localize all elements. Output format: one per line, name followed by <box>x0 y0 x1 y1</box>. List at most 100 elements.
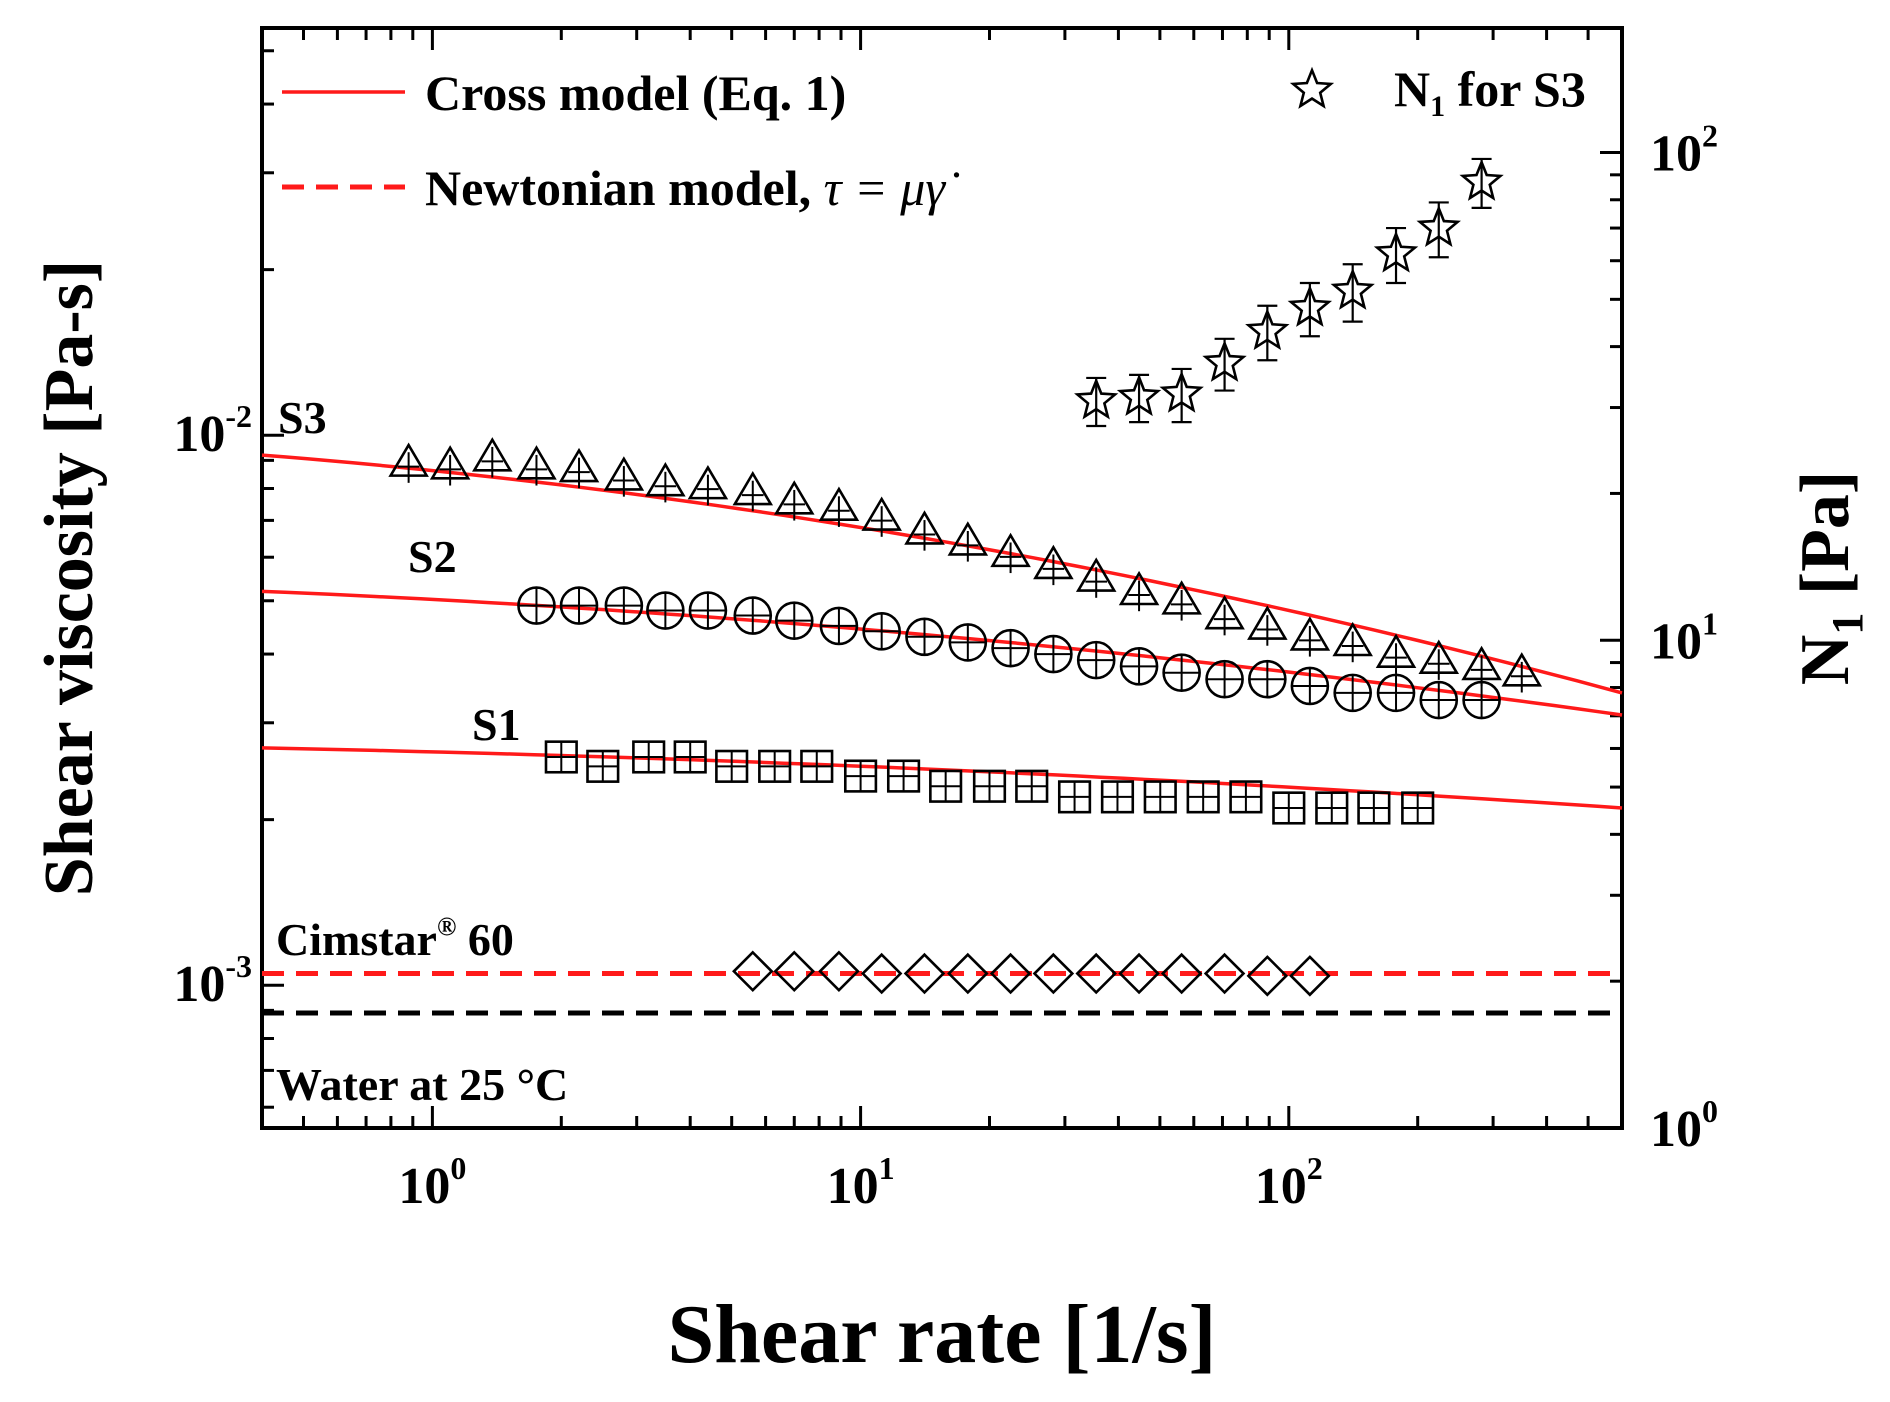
x-tick-label-base: 10 <box>827 1158 879 1215</box>
data-point <box>603 456 645 497</box>
n1-point <box>1373 230 1419 273</box>
legend-n1-sub: 1 <box>1430 90 1445 123</box>
data-point <box>517 586 556 625</box>
legend-cross-label: Cross model (Eq. 1) <box>425 65 846 121</box>
data-point <box>732 950 774 993</box>
data-point <box>646 591 685 630</box>
data-point <box>1075 557 1117 598</box>
data-point <box>989 952 1032 995</box>
star-marker <box>1074 377 1119 420</box>
x-tick-label-exp: 0 <box>450 1150 466 1186</box>
plot-frame <box>260 26 1624 1130</box>
data-point <box>1315 791 1349 825</box>
data-point <box>947 521 989 562</box>
n1-point <box>1330 267 1375 310</box>
data-point <box>632 740 666 774</box>
diamond-marker <box>1032 952 1075 995</box>
n1-point <box>1245 307 1290 351</box>
diamond-marker <box>818 950 860 993</box>
data-point <box>516 445 557 486</box>
legend-n1-star <box>1289 66 1335 109</box>
annotation-water: Water at 25 °C <box>276 1059 568 1110</box>
data-point <box>544 740 578 774</box>
diamond-marker <box>903 952 946 995</box>
data-point <box>1247 605 1288 646</box>
data-point <box>1119 647 1159 686</box>
data-point <box>1501 652 1543 693</box>
data-point <box>947 952 989 995</box>
data-point <box>905 617 944 657</box>
star-marker <box>1159 370 1204 413</box>
data-point <box>1075 952 1117 995</box>
y-tick-label-exp: -2 <box>225 398 252 434</box>
data-point <box>862 612 901 651</box>
data-point <box>1418 639 1460 680</box>
data-point <box>1248 659 1287 699</box>
data-point <box>1160 952 1203 995</box>
chart-labels: Shear viscosity [Pa-s] Shear rate [1/s] … <box>31 61 1872 1381</box>
diamond-marker <box>1203 952 1246 995</box>
data-point <box>1333 673 1372 713</box>
data-point <box>1118 952 1160 995</box>
data-point <box>1162 653 1201 692</box>
diamond-marker <box>1160 952 1203 995</box>
y2-axis-title-main: N <box>1787 635 1864 686</box>
legend-n1-label: N1 for S3 <box>1394 61 1586 123</box>
diamond-marker <box>1246 955 1289 997</box>
x-axis-title: Shear rate [1/s] <box>668 1288 1217 1381</box>
y-tick-label-exp: -3 <box>225 948 252 984</box>
data-point <box>1229 780 1263 814</box>
series-3 <box>544 740 1435 825</box>
star-marker <box>1202 339 1247 382</box>
data-point <box>688 591 728 630</box>
diamond-marker <box>989 952 1032 995</box>
data-point <box>1290 666 1330 706</box>
data-point <box>1462 680 1501 720</box>
data-point <box>1161 580 1202 621</box>
star-marker <box>1416 204 1461 247</box>
star-marker <box>1330 267 1375 310</box>
data-point <box>1272 791 1306 825</box>
diamond-marker <box>773 950 816 993</box>
data-point <box>1143 780 1177 814</box>
y2-tick-label: 100 <box>1650 1093 1718 1158</box>
x-tick-label-exp: 2 <box>1307 1150 1323 1186</box>
n1-point <box>1116 373 1162 417</box>
data-point <box>1118 570 1160 612</box>
data-point <box>388 442 429 483</box>
y-tick-label: 10-2 <box>173 398 252 463</box>
annotation-cimstar: Cimstar® 60 <box>276 912 514 965</box>
y2-tick-label-exp: 2 <box>1702 118 1718 154</box>
y-axis-title: Shear viscosity [Pa-s] <box>31 260 108 896</box>
data-point <box>758 749 792 783</box>
y2-tick-label-exp: 1 <box>1702 605 1718 641</box>
data-point <box>1032 952 1075 995</box>
data-point <box>972 769 1007 803</box>
legend-n1-main: N <box>1394 61 1430 117</box>
x-tick-label-base: 10 <box>398 1158 450 1215</box>
data-marks <box>282 66 1543 997</box>
data-point <box>903 952 946 995</box>
n1-series <box>1074 157 1504 428</box>
data-point <box>715 749 749 783</box>
data-point <box>429 445 471 486</box>
annotation-s2: S2 <box>408 531 457 582</box>
data-point <box>1015 769 1049 803</box>
data-point <box>1034 634 1073 674</box>
data-point <box>559 586 599 625</box>
data-point <box>843 759 878 793</box>
annotation-cimstar-main: Cimstar <box>276 914 437 965</box>
legend-newtonian-label: Newtonian model, τ = μγ̇ <box>425 160 960 216</box>
data-point <box>1375 633 1417 674</box>
data-point <box>1057 780 1092 814</box>
annotation-cimstar-rest: 60 <box>456 914 514 965</box>
data-point <box>991 628 1030 668</box>
data-point <box>1204 594 1245 636</box>
data-point <box>800 749 834 783</box>
n1-point <box>1202 339 1247 382</box>
data-point <box>773 480 815 521</box>
data-point <box>558 447 600 489</box>
star-marker <box>1287 284 1333 327</box>
star-marker <box>1116 373 1162 417</box>
